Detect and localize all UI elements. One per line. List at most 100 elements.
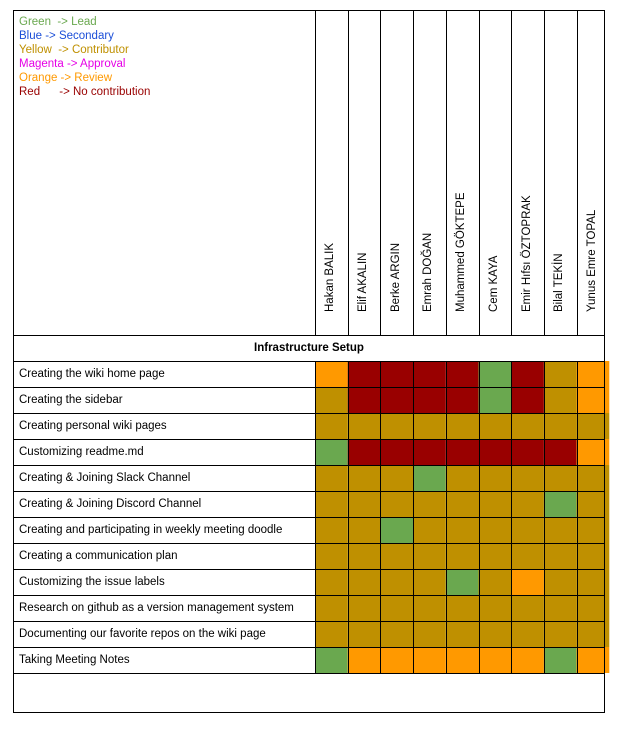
role-cell — [576, 621, 610, 647]
legend-item-approval: Magenta -> Approval — [19, 57, 126, 70]
role-cell — [511, 491, 544, 517]
role-cell — [576, 569, 610, 595]
legend-item-secondary: Blue -> Secondary — [19, 29, 114, 42]
role-cell — [413, 387, 446, 413]
role-cell — [511, 647, 544, 673]
role-cell — [413, 413, 446, 439]
role-cell — [380, 465, 414, 491]
role-cell — [445, 465, 479, 491]
role-cell — [445, 387, 479, 413]
role-cell — [478, 361, 512, 387]
role-cell — [315, 491, 348, 517]
role-cell — [315, 387, 348, 413]
role-cell — [478, 491, 512, 517]
role-cell — [511, 413, 544, 439]
role-cell — [478, 569, 512, 595]
role-cell — [543, 621, 577, 647]
role-cell — [413, 543, 446, 569]
role-cell — [543, 413, 577, 439]
task-label: Research on github as a version manageme… — [19, 602, 294, 614]
role-cell — [445, 491, 479, 517]
role-cell — [576, 491, 610, 517]
task-label: Taking Meeting Notes — [19, 654, 130, 666]
role-cell — [511, 595, 544, 621]
member-name: Berke ARGIN — [389, 242, 402, 312]
task-label: Creating & Joining Discord Channel — [19, 498, 202, 510]
role-cell — [380, 439, 414, 465]
role-cell — [511, 569, 544, 595]
role-cell — [380, 595, 414, 621]
member-name: Emrah DOĞAN — [422, 232, 435, 312]
member-name: Bilal TEKİN — [553, 253, 566, 312]
member-name: Hakan BALIK — [324, 242, 337, 312]
task-label: Creating personal wiki pages — [19, 420, 167, 432]
legend-item-lead: Green -> Lead — [19, 16, 97, 28]
role-cell — [347, 595, 381, 621]
role-cell — [478, 595, 512, 621]
role-cell — [576, 517, 610, 543]
member-name: Cem KAYA — [487, 255, 500, 312]
role-cell — [543, 517, 577, 543]
role-cell — [347, 413, 381, 439]
task-label: Creating & Joining Slack Channel — [19, 472, 191, 484]
role-cell — [511, 361, 544, 387]
role-cell — [347, 491, 381, 517]
role-cell — [315, 465, 348, 491]
task-label: Creating and participating in weekly mee… — [19, 524, 283, 536]
role-cell — [380, 361, 414, 387]
role-cell — [315, 517, 348, 543]
role-cell — [478, 517, 512, 543]
role-cell — [445, 647, 479, 673]
role-cell — [576, 543, 610, 569]
role-cell — [543, 647, 577, 673]
role-cell — [478, 647, 512, 673]
task-label: Customizing the issue labels — [19, 576, 165, 588]
role-cell — [478, 439, 512, 465]
role-cell — [380, 413, 414, 439]
role-cell — [445, 413, 479, 439]
role-cell — [478, 465, 512, 491]
role-cell — [380, 621, 414, 647]
role-cell — [543, 543, 577, 569]
role-cell — [347, 439, 381, 465]
role-cell — [543, 361, 577, 387]
role-cell — [445, 439, 479, 465]
role-cell — [445, 543, 479, 569]
role-cell — [511, 621, 544, 647]
task-label: Creating the sidebar — [19, 394, 123, 406]
role-cell — [576, 361, 610, 387]
role-cell — [478, 413, 512, 439]
role-cell — [576, 439, 610, 465]
member-name: Yunus Emre TOPAL — [585, 209, 598, 312]
role-cell — [413, 621, 446, 647]
role-cell — [445, 517, 479, 543]
role-cell — [445, 621, 479, 647]
section-title: Infrastructure Setup — [254, 342, 364, 354]
role-cell — [347, 647, 381, 673]
role-cell — [315, 413, 348, 439]
role-cell — [543, 595, 577, 621]
role-cell — [576, 465, 610, 491]
role-cell — [478, 543, 512, 569]
task-label: Documenting our favorite repos on the wi… — [19, 628, 266, 640]
role-cell — [347, 569, 381, 595]
role-cell — [543, 465, 577, 491]
role-cell — [315, 439, 348, 465]
task-label: Customizing readme.md — [19, 446, 144, 458]
role-cell — [315, 361, 348, 387]
role-cell — [347, 621, 381, 647]
role-cell — [413, 361, 446, 387]
role-cell — [543, 491, 577, 517]
role-cell — [543, 387, 577, 413]
role-cell — [478, 621, 512, 647]
legend-item-review: Orange -> Review — [19, 71, 112, 84]
role-cell — [413, 647, 446, 673]
role-cell — [576, 647, 610, 673]
member-name: Elif AKALIN — [357, 252, 370, 312]
role-cell — [347, 361, 381, 387]
role-cell — [445, 595, 479, 621]
role-cell — [511, 517, 544, 543]
role-cell — [576, 387, 610, 413]
role-cell — [347, 517, 381, 543]
